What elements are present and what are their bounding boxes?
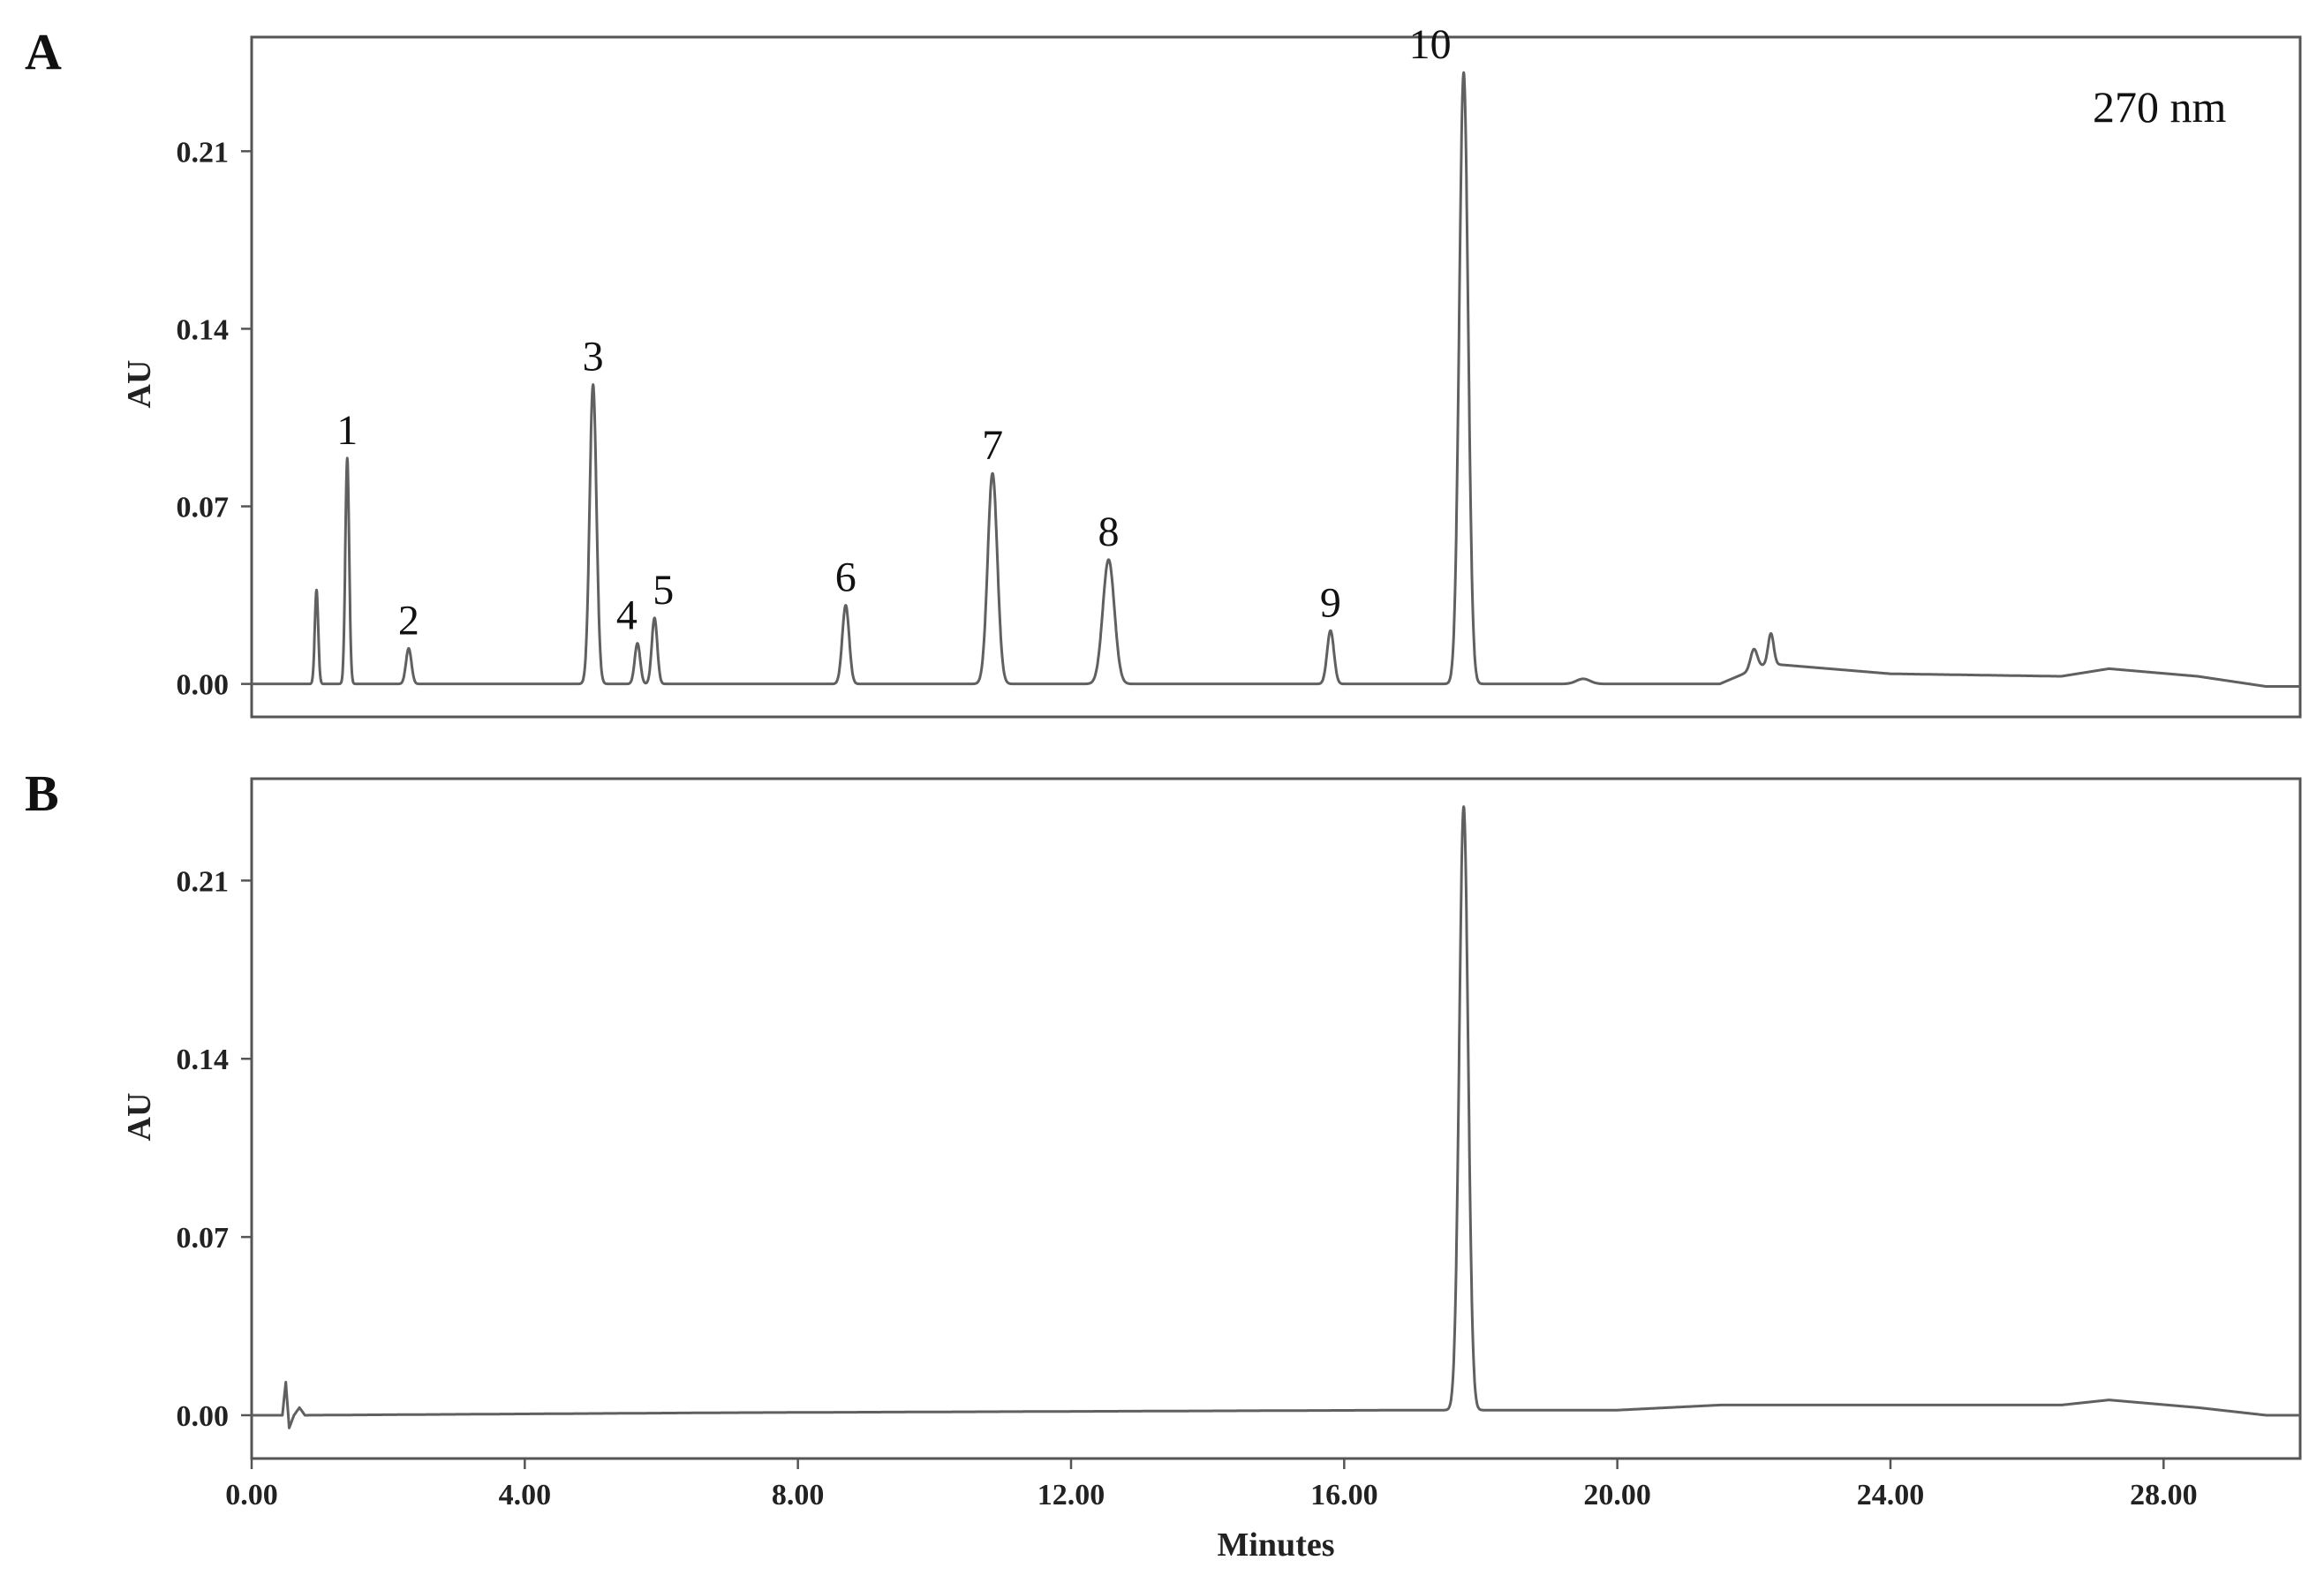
peak-label-1: 1 bbox=[336, 407, 358, 454]
panel-b-x-ticks: 0.00 4.00 8.00 12.00 16.00 20.00 24.00 28.00 bbox=[225, 1459, 2198, 1511]
x-tick-label: 28.00 bbox=[2130, 1479, 2198, 1511]
panel-b-y-ticks: 0.00 0.07 0.14 0.21 bbox=[177, 865, 252, 1433]
peak-label-5: 5 bbox=[653, 567, 674, 614]
peak-label-10: 10 bbox=[1409, 21, 1452, 68]
peak-label-7: 7 bbox=[982, 422, 1003, 469]
peak-label-3: 3 bbox=[583, 334, 604, 381]
panel-b-xlabel: Minutes bbox=[1218, 1526, 1335, 1564]
peak-label-9: 9 bbox=[1320, 579, 1341, 626]
panel-b-letter: B bbox=[25, 765, 59, 822]
peak-label-6: 6 bbox=[835, 554, 856, 601]
panel-a-trace bbox=[250, 71, 2302, 688]
x-tick-label: 24.00 bbox=[1857, 1479, 1925, 1511]
x-tick-label: 16.00 bbox=[1310, 1479, 1378, 1511]
panel-a-letter: A bbox=[25, 23, 62, 80]
y-tick-label: 0.00 bbox=[177, 669, 230, 702]
y-tick-label: 0.07 bbox=[177, 492, 230, 524]
y-tick-label: 0.07 bbox=[177, 1222, 230, 1255]
panel-a-ylabel: AU bbox=[121, 360, 158, 409]
y-tick-label: 0.14 bbox=[177, 1044, 230, 1076]
y-tick-label: 0.21 bbox=[177, 136, 230, 169]
y-tick-label: 0.21 bbox=[177, 865, 230, 898]
panel-a-y-ticks: 0.00 0.07 0.14 0.21 bbox=[177, 136, 252, 702]
panel-b: B AU 0.00 0.07 0.14 0.21 0.00 4.00 8.00 12.00 1… bbox=[25, 765, 2302, 1564]
x-tick-label: 12.00 bbox=[1038, 1479, 1105, 1511]
panel-b-trace bbox=[250, 805, 2302, 1429]
panel-b-ylabel: AU bbox=[121, 1093, 158, 1142]
y-tick-label: 0.00 bbox=[177, 1400, 230, 1433]
peak-label-4: 4 bbox=[616, 592, 638, 639]
x-tick-label: 4.00 bbox=[499, 1479, 552, 1511]
panel-b-frame bbox=[250, 777, 2302, 1460]
panel-a-peak-labels: 1 2 3 45 6 7 8 9 10 bbox=[336, 21, 1451, 644]
x-tick-label: 0.00 bbox=[225, 1479, 278, 1511]
panel-a-frame bbox=[250, 35, 2302, 719]
wavelength-label: 270 nm bbox=[2093, 82, 2227, 132]
peak-label-8: 8 bbox=[1098, 509, 1120, 555]
panel-a: A AU 0.00 0.07 0.14 0.21 1 2 3 45 6 7 8 9 10 270 nm bbox=[25, 21, 2302, 719]
peak-label-2: 2 bbox=[398, 597, 419, 644]
x-tick-label: 8.00 bbox=[772, 1479, 825, 1511]
y-tick-label: 0.14 bbox=[177, 313, 230, 346]
x-tick-label: 20.00 bbox=[1583, 1479, 1651, 1511]
